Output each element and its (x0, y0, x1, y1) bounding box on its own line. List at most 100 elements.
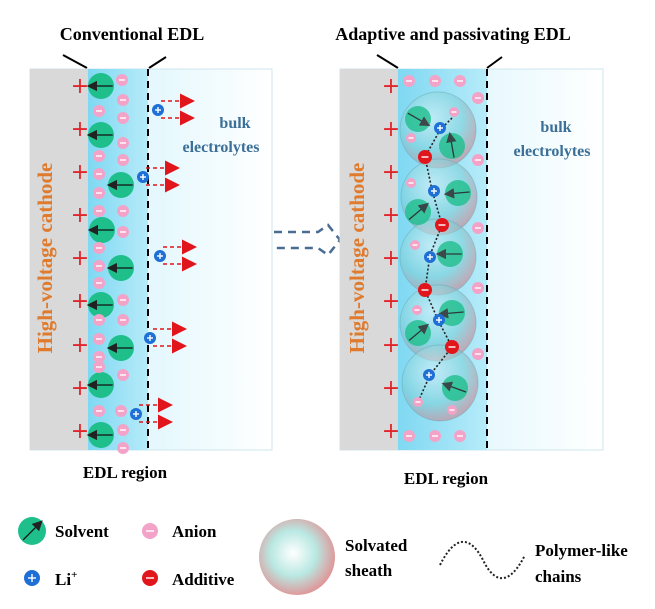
anion (117, 112, 129, 124)
positive-charge-icon: + (71, 376, 89, 401)
anion (117, 424, 129, 436)
anion (472, 154, 484, 166)
legend-anion-icon (142, 523, 158, 539)
anion (93, 187, 105, 199)
positive-charge-icon: + (382, 74, 400, 99)
solvent-molecule (106, 255, 134, 281)
polymer-chain (417, 117, 453, 403)
li-ion (130, 408, 142, 420)
pointer-line (486, 56, 503, 69)
anion (429, 430, 441, 442)
anion (429, 75, 441, 87)
li-ion (152, 104, 164, 116)
anion (93, 150, 105, 162)
anion (93, 314, 105, 326)
solvent-molecule (443, 180, 471, 206)
anion (115, 405, 127, 417)
positive-charge-icon: + (71, 289, 89, 314)
solvent-molecule (405, 199, 431, 225)
anion (93, 105, 105, 117)
li-ion (424, 251, 436, 263)
bulk-label: electrolytes (514, 143, 591, 160)
cathode-label: High-voltage cathode (345, 163, 369, 354)
dipole-arrow-icon (408, 202, 429, 221)
dipole-arrow-icon (443, 188, 470, 199)
positive-charge-icon: + (382, 289, 400, 314)
left-panel: + + + + + + + + + High-voltage cathode bulk elec… (29, 68, 273, 454)
anion (117, 226, 129, 238)
solvated-sheath-icon (259, 519, 335, 595)
positive-charge-icon: + (71, 160, 89, 185)
polymer-chain-icon (439, 540, 526, 580)
anion (93, 333, 105, 345)
bulk-label: bulk (219, 115, 250, 132)
anion (472, 348, 484, 360)
anion (93, 260, 105, 272)
legend-chains-label: chains (535, 567, 582, 586)
solvent-molecule (106, 335, 134, 361)
dipole-arrow-icon (407, 112, 431, 127)
li-ion (423, 369, 435, 381)
cathode-label: High-voltage cathode (33, 163, 57, 354)
li-ion (434, 122, 446, 134)
solvent-molecule (439, 131, 465, 159)
additive (445, 340, 459, 354)
positive-charge-icon: + (382, 160, 400, 185)
pointer-line (148, 56, 167, 69)
solvent-molecule (86, 73, 114, 99)
positive-charge-icon: + (382, 376, 400, 401)
dipole-arrow-icon (22, 520, 43, 541)
anion (447, 405, 457, 415)
anion (454, 75, 466, 87)
li-ion (433, 314, 445, 326)
anion (117, 154, 129, 166)
li-ion (428, 185, 440, 197)
positive-charge-icon: + (382, 203, 400, 228)
li-ion (154, 250, 166, 262)
anion (413, 397, 423, 407)
solvent-molecule (86, 372, 114, 398)
positive-charge-icon: + (382, 246, 400, 271)
positive-charge-icon: + (71, 203, 89, 228)
anion (454, 430, 466, 442)
anion (406, 178, 416, 188)
legend-anion-label: Anion (172, 522, 217, 541)
anion (449, 107, 459, 117)
anion (472, 282, 484, 294)
legend-sheath-label: Solvated (345, 536, 408, 555)
anion (116, 74, 128, 86)
anion (410, 240, 420, 250)
additive (418, 150, 432, 164)
dipole-arrow-icon (437, 308, 464, 319)
anion (93, 242, 105, 254)
anion (93, 205, 105, 217)
anion (117, 369, 129, 381)
legend-additive-icon (142, 570, 158, 586)
anion (472, 92, 484, 104)
bulk-label: electrolytes (183, 139, 260, 156)
solvent-molecule (437, 300, 465, 326)
right-panel: + + + + + + + + + High-voltage cathode bulk elec… (339, 68, 604, 451)
solvent-molecule (405, 320, 431, 346)
pointer-line (376, 54, 399, 69)
positive-charge-icon: + (71, 117, 89, 142)
pointer-line (62, 54, 88, 69)
anion (472, 222, 484, 234)
legend-additive-label: Additive (172, 570, 235, 589)
anion (117, 94, 129, 106)
anion (93, 351, 105, 363)
legend-solvent-label: Solvent (55, 522, 109, 541)
anion (93, 361, 105, 373)
anion (93, 405, 105, 417)
legend: Solvent Anion Li+ Additive Solvated shea… (18, 517, 628, 595)
bulk-label: bulk (540, 119, 571, 136)
legend-li-label: Li+ (55, 569, 77, 589)
positive-charge-icon: + (382, 419, 400, 444)
anion (406, 133, 416, 143)
solvent-molecule (87, 217, 115, 243)
anion (403, 430, 415, 442)
positive-charge-icon: + (71, 74, 89, 99)
legend-sheath-label: sheath (345, 561, 393, 580)
solvent-molecule (435, 241, 463, 267)
